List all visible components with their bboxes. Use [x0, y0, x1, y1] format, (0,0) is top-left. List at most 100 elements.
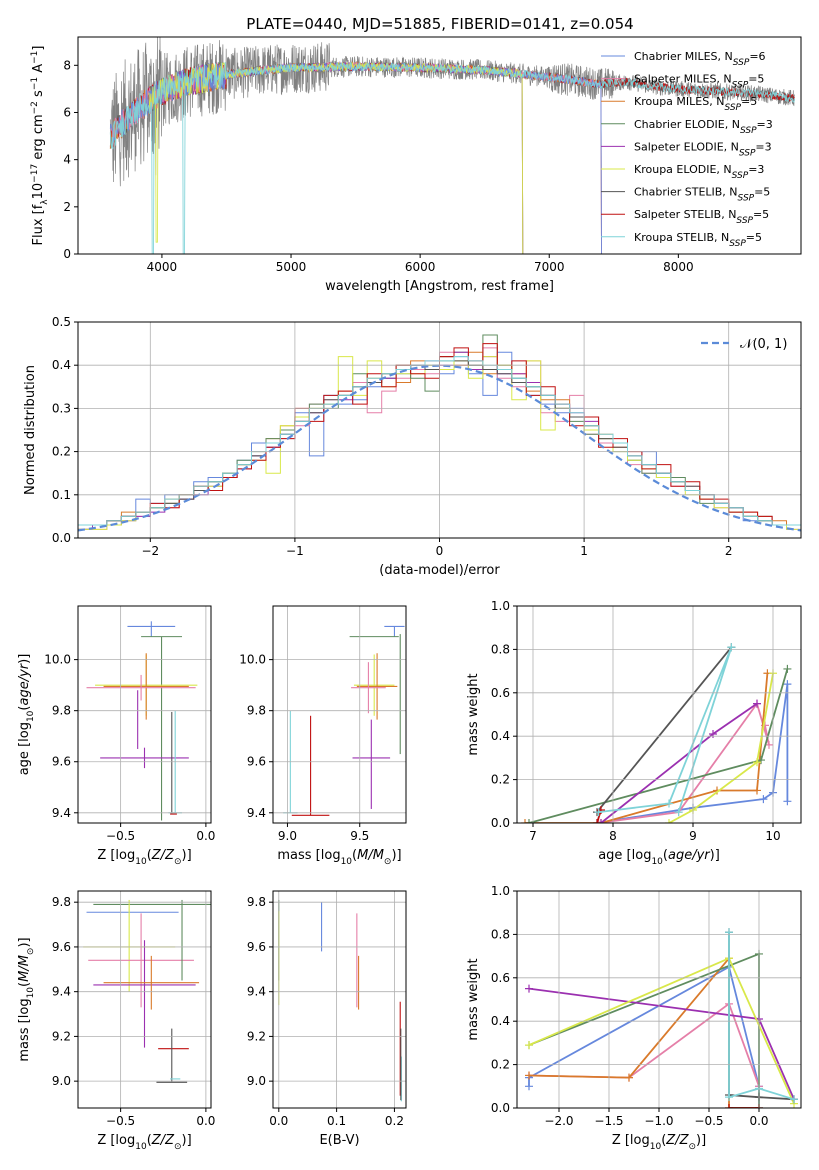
mw_vs_z-x-label: Z [log10(Z/Z⊙)] [612, 1133, 706, 1152]
legend-entry-label: Chabrier MILES, NSSP=6 [634, 50, 766, 68]
x-tick-label: 0 [436, 544, 444, 558]
y-tick-label: 4 [63, 153, 71, 167]
age_vs_z-x-label: Z [log10(Z/Z⊙)] [97, 848, 191, 867]
x-tick-label: −1.5 [594, 1114, 623, 1128]
series-line-chabrier_stelib [596, 646, 733, 813]
age_vs_z-y-label: age [log10(age/yr)] [17, 654, 36, 776]
plot-area-mw_vs_age [521, 643, 792, 823]
series-marker-kroupa_miles [753, 786, 761, 795]
legend-entry-label: Chabrier ELODIE, NSSP=3 [634, 118, 773, 136]
axes-frame [77, 36, 802, 255]
mass_vs_z-y-label: mass [log10(M/M⊙)] [17, 937, 36, 1061]
y-tick-label: 0.4 [491, 729, 510, 743]
y-tick-label: 9.8 [52, 704, 71, 718]
x-tick-label: −2.0 [544, 1114, 573, 1128]
x-tick-label: 0.1 [327, 1114, 346, 1128]
x-tick-label: 9.0 [278, 829, 297, 843]
x-tick-label: 7000 [534, 260, 565, 274]
series-marker-kroupa_miles [521, 819, 529, 823]
y-tick-label: 0.5 [52, 315, 71, 329]
y-tick-label: 0.0 [491, 1101, 510, 1115]
x-tick-label: 4000 [147, 260, 178, 274]
figure-title: PLATE=0440, MJD=51885, FIBERID=0141, z=0… [246, 15, 633, 33]
x-tick-label: −1.0 [644, 1114, 673, 1128]
axes-mass_vs_ebv: 0.0 0.1 0.2 9.0 9.2 9.4 9.6 9.8 E(B-V) [247, 890, 407, 1148]
x-tick-label: 0.0 [196, 829, 215, 843]
legend-entry-label: Kroupa MILES, NSSP=5 [634, 95, 757, 113]
series-marker-chabrier_miles [759, 795, 768, 804]
y-tick-label: 9.0 [52, 1074, 71, 1088]
x-tick-label: 0.2 [385, 1114, 404, 1128]
series-marker-salpeter_elodie [753, 699, 761, 708]
x-tick-label: 5000 [276, 260, 307, 274]
plot-area-age_vs_mass [283, 625, 405, 816]
series-line-kroupa_elodie [668, 673, 774, 823]
y-tick-label: 10.0 [239, 653, 266, 667]
series-line-kroupa_miles [528, 955, 759, 1108]
series-marker-salpeter_elodie [709, 730, 717, 739]
y-tick-label: 9.8 [52, 895, 71, 909]
plot-layer: 4000 5000 6000 7000 8000 0 2 4 6 8 wavelength [Ang… [17, 36, 802, 1152]
y-tick-label: 9.8 [247, 704, 266, 718]
x-tick-label: 7 [529, 829, 537, 843]
axes-frame [77, 890, 212, 1109]
series-marker-salpeter_elodie [597, 819, 605, 823]
series-line-chabrier_miles [596, 683, 789, 823]
model-line-salpeter_miles [109, 61, 603, 254]
series-line-kroupa_stelib [728, 932, 795, 1101]
spectrum-x-label: wavelength [Angstrom, rest frame] [325, 279, 554, 294]
mw_vs_z-y-label: mass weight [466, 958, 481, 1040]
residuals-y-label: Normed distribution [23, 365, 38, 495]
y-tick-label: 0.8 [491, 642, 510, 656]
y-tick-label: 9.2 [247, 1029, 266, 1043]
y-tick-label: 9.4 [247, 806, 266, 820]
series-line-chabrier_miles [528, 965, 760, 1108]
legend-entry-label: Salpeter MILES, NSSP=5 [634, 73, 764, 91]
axes-mass_vs_z: −0.5 0.0 9.0 9.2 9.4 9.6 9.8 Z [log10(Z/Z⊙)] mas… [17, 890, 215, 1152]
y-tick-label: 9.6 [52, 940, 71, 954]
y-tick-label: 0.2 [491, 773, 510, 787]
mw_vs_age-x-label: age [log10(age/yr)] [598, 848, 720, 867]
y-tick-label: 0.6 [491, 686, 510, 700]
series-marker-kroupa_stelib [727, 643, 736, 652]
y-tick-label: 9.6 [247, 755, 266, 769]
axes-frame [77, 605, 212, 824]
x-tick-label: 0.0 [269, 1114, 288, 1128]
plot-area-mass_vs_ebv [278, 899, 402, 1102]
axes-mw_vs_z: −2.0 −1.5 −1.0 −0.5 0.0 0.0 0.2 0.4 0.6 0.8 1.0 Z [… [466, 884, 802, 1152]
plot-area-age_vs_z [86, 621, 198, 821]
axes-age_vs_z: −0.5 0.0 9.4 9.6 9.8 10.0 Z [log10(Z/Z⊙)] age [… [17, 605, 215, 867]
y-tick-label: 0.6 [491, 971, 510, 985]
spectrum-y-label: Flux [fλ10−17 erg cm−2 s−1 A−1] [30, 46, 50, 246]
series-marker-kroupa_stelib [665, 799, 673, 808]
series-line-kroupa_stelib [598, 646, 733, 813]
y-tick-label: 8 [63, 58, 71, 72]
x-tick-label: 6000 [405, 260, 436, 274]
axes-frame [272, 605, 407, 824]
x-tick-label: 8000 [663, 260, 694, 274]
legend-entry-label: Chabrier STELIB, NSSP=5 [634, 186, 770, 204]
series-marker-kroupa_elodie [525, 1041, 533, 1050]
y-tick-label: 0 [63, 247, 71, 261]
series-line-kroupa_elodie [528, 957, 795, 1105]
y-tick-label: 10.0 [44, 653, 71, 667]
plot-area-spectrum [109, 37, 795, 254]
spectrum-legend: Chabrier MILES, NSSP=6 Salpeter MILES, NS… [601, 50, 773, 249]
y-tick-label: 0.0 [491, 816, 510, 830]
x-tick-label: 9.5 [350, 829, 369, 843]
x-tick-label: 0.0 [196, 1114, 215, 1128]
y-tick-label: 1.0 [491, 884, 510, 898]
series-marker-salpeter_stelib [593, 819, 601, 823]
x-tick-label: −0.5 [106, 1114, 135, 1128]
series-marker-kroupa_elodie [753, 758, 761, 767]
series-marker-salpeter_elodie [525, 984, 533, 993]
series-marker-kroupa_miles [525, 1071, 533, 1080]
legend-entry-label: 𝒩(0, 1) [740, 337, 787, 352]
mass_vs_z-x-label: Z [log10(Z/Z⊙)] [97, 1133, 191, 1152]
y-tick-label: 0.4 [491, 1014, 510, 1028]
series-marker-chabrier_elodie [525, 819, 533, 823]
y-tick-label: 1.0 [491, 599, 510, 613]
series-marker-kroupa_stelib [674, 808, 683, 817]
x-tick-label: 2 [725, 544, 733, 558]
y-tick-label: 0.8 [491, 927, 510, 941]
